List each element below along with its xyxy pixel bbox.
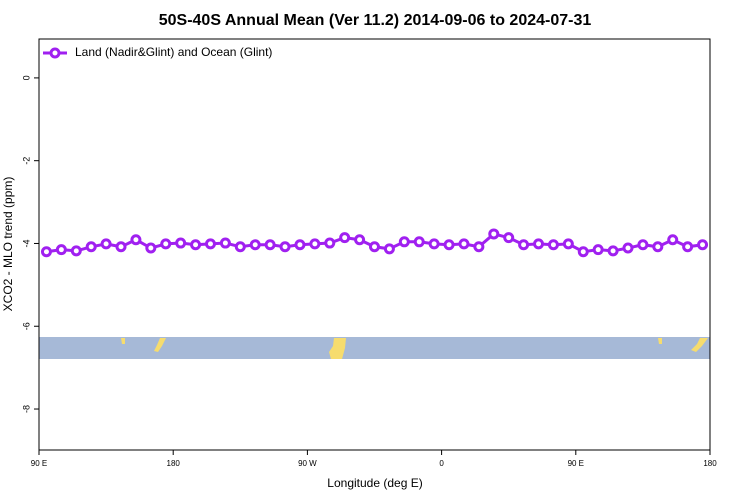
point (667, 234, 679, 246)
point (682, 241, 694, 253)
point (354, 234, 366, 246)
point (697, 239, 709, 251)
point (324, 237, 336, 249)
point (234, 241, 246, 253)
point (130, 234, 142, 246)
land (658, 338, 662, 344)
point (562, 238, 574, 250)
plot-frame (38, 38, 711, 451)
ocean-strip (39, 337, 710, 359)
land (691, 338, 708, 352)
point (190, 239, 202, 251)
point (369, 241, 380, 253)
land (154, 338, 166, 352)
x-tick-label: 90 W (298, 459, 317, 468)
x-tick-label: 180 (703, 459, 717, 468)
point (488, 228, 500, 240)
point (652, 241, 664, 253)
y-tick-label: -6 (21, 322, 31, 330)
point (40, 246, 52, 258)
point (279, 241, 291, 253)
point (219, 237, 231, 249)
y-tick-label: -4 (21, 239, 31, 247)
x-tick-label: 0 (439, 459, 444, 468)
point (577, 246, 589, 258)
point (458, 238, 470, 250)
point (85, 241, 97, 253)
x-tick-label: 180 (167, 459, 181, 468)
point (428, 238, 440, 250)
point (264, 239, 276, 251)
point (175, 237, 187, 249)
land (121, 338, 125, 344)
y-axis-label: XCO2 - MLO trend (ppm) (1, 177, 15, 312)
point (70, 245, 82, 257)
chart-title: 50S-40S Annual Mean (Ver 11.2) 2014-09-0… (159, 12, 592, 29)
point (339, 232, 351, 244)
point (145, 242, 157, 254)
point (294, 239, 306, 251)
point (473, 241, 485, 253)
point (309, 238, 321, 250)
point (443, 239, 455, 251)
point (398, 236, 410, 248)
point (249, 239, 261, 251)
x-tick-label: 90 E (31, 459, 47, 468)
point (160, 238, 172, 250)
land-ocean-map (39, 337, 710, 359)
point (592, 244, 604, 256)
x-axis-label: Longitude (deg E) (327, 476, 422, 490)
point (413, 236, 425, 248)
legend-marker (49, 47, 61, 59)
legend-label: Land (Nadir&Glint) and Ocean (Glint) (75, 45, 272, 59)
point (547, 239, 559, 251)
point (622, 242, 634, 254)
point (115, 241, 127, 253)
y-tick-label: -8 (21, 405, 31, 413)
point (503, 232, 515, 244)
land (329, 338, 346, 359)
point (533, 238, 545, 250)
x-tick-label: 90 E (568, 459, 584, 468)
point (607, 245, 619, 257)
point (518, 239, 530, 251)
point (204, 238, 216, 250)
point (100, 238, 112, 250)
point (383, 243, 395, 255)
point (637, 239, 649, 251)
y-tick-label: 0 (21, 75, 31, 80)
y-tick-label: -2 (21, 157, 31, 165)
point (55, 244, 67, 256)
